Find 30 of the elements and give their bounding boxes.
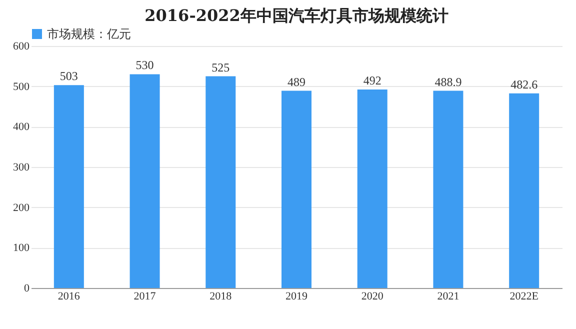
x-tick-label: 2022E <box>510 290 539 302</box>
y-tick-label: 400 <box>13 121 30 134</box>
y-tick-label: 300 <box>13 162 30 174</box>
bar <box>206 76 236 288</box>
x-tick-label: 2016 <box>58 290 80 302</box>
x-tick-label: 2018 <box>210 290 232 302</box>
x-tick-label: 2020 <box>361 290 384 302</box>
data-label: 489 <box>288 74 306 89</box>
bar <box>282 90 312 288</box>
legend-label: 市场规模：亿元 <box>47 27 131 41</box>
chart-title: 2016-2022年中国汽车灯具市场规模统计 <box>144 6 448 25</box>
data-label: 492 <box>363 74 382 88</box>
y-tick-label: 600 <box>13 40 30 52</box>
x-tick-label: 2021 <box>437 290 460 302</box>
bar <box>130 74 160 288</box>
data-label: 530 <box>136 58 154 72</box>
y-tick-label: 0 <box>24 282 30 294</box>
y-tick-label: 100 <box>13 242 30 254</box>
bar <box>357 90 388 288</box>
data-label: 482.6 <box>510 77 538 92</box>
x-tick-label: 2019 <box>286 290 308 302</box>
bar <box>54 85 84 288</box>
y-tick-label: 500 <box>13 80 30 93</box>
data-label: 488.9 <box>434 74 462 89</box>
x-tick-label: 2017 <box>134 290 156 302</box>
bar <box>433 90 464 288</box>
data-label: 525 <box>212 60 230 74</box>
data-label: 503 <box>60 69 78 84</box>
y-tick-label: 200 <box>13 202 30 214</box>
bar <box>509 93 540 288</box>
